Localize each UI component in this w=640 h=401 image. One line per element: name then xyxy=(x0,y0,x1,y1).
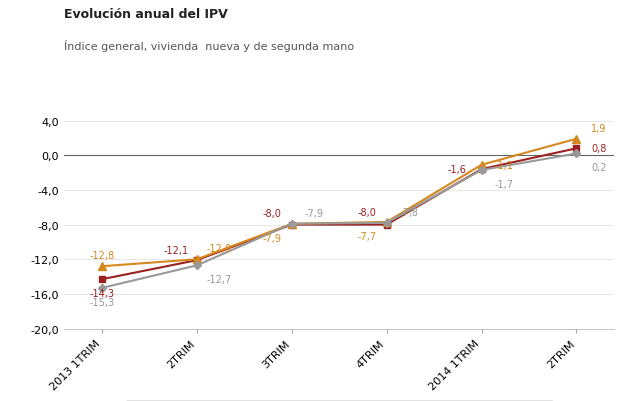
ÍNDICE GENERAL xyxy=(383,223,390,227)
Text: -15,3: -15,3 xyxy=(90,297,115,307)
Text: -12,1: -12,1 xyxy=(163,246,189,256)
Line: ÍNDICE GENERAL: ÍNDICE GENERAL xyxy=(99,146,580,283)
Text: -1,1: -1,1 xyxy=(494,160,513,170)
Text: -12,0: -12,0 xyxy=(207,243,232,253)
ÍNDICE GENERAL xyxy=(288,223,296,227)
Text: 1,9: 1,9 xyxy=(591,124,606,133)
Text: -7,7: -7,7 xyxy=(358,231,377,241)
Vivienda nueva xyxy=(288,222,296,227)
Line: Vivienda de segunda mano: Vivienda de segunda mano xyxy=(99,151,579,291)
Text: 0,2: 0,2 xyxy=(591,163,607,173)
Vivienda nueva xyxy=(383,220,390,225)
Vivienda nueva xyxy=(98,264,106,269)
Vivienda de segunda mano xyxy=(477,168,485,173)
ÍNDICE GENERAL xyxy=(477,167,485,172)
Vivienda de segunda mano xyxy=(383,221,390,226)
Text: -14,3: -14,3 xyxy=(90,288,115,298)
Vivienda de segunda mano xyxy=(193,263,201,268)
Vivienda de segunda mano xyxy=(573,152,580,156)
Line: Vivienda nueva: Vivienda nueva xyxy=(98,135,580,271)
Text: Índice general, vivienda  nueva y de segunda mano: Índice general, vivienda nueva y de segu… xyxy=(64,40,354,52)
Vivienda nueva xyxy=(573,137,580,142)
Text: -8,0: -8,0 xyxy=(358,208,377,218)
Vivienda de segunda mano xyxy=(98,286,106,291)
Text: -12,7: -12,7 xyxy=(207,275,232,285)
Text: -7,9: -7,9 xyxy=(263,233,282,243)
ÍNDICE GENERAL xyxy=(193,258,201,263)
Text: Evolución anual del IPV: Evolución anual del IPV xyxy=(64,8,228,21)
Text: -7,9: -7,9 xyxy=(305,208,323,218)
Vivienda nueva xyxy=(193,257,201,262)
Text: -1,7: -1,7 xyxy=(494,179,513,189)
Text: -12,8: -12,8 xyxy=(90,251,115,261)
ÍNDICE GENERAL xyxy=(573,146,580,151)
Vivienda nueva xyxy=(477,163,485,168)
Legend: ÍNDICE GENERAL, Vivienda nueva, Vivienda de segunda mano: ÍNDICE GENERAL, Vivienda nueva, Vivienda… xyxy=(125,400,553,401)
Text: -8,0: -8,0 xyxy=(263,209,282,219)
Text: -1,6: -1,6 xyxy=(447,165,466,175)
ÍNDICE GENERAL xyxy=(98,277,106,282)
Vivienda de segunda mano xyxy=(288,222,296,227)
Text: -7,8: -7,8 xyxy=(399,207,419,217)
Text: 0,8: 0,8 xyxy=(591,144,606,154)
